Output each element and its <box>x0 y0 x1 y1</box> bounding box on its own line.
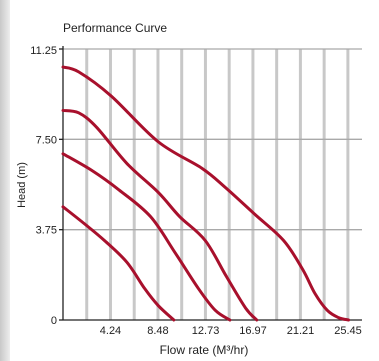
grid <box>63 48 362 320</box>
curve-1 <box>61 65 351 322</box>
chart-title: Performance Curve <box>63 21 168 35</box>
curve-4 <box>61 205 176 322</box>
y-tick-label: 3.75 <box>36 225 57 237</box>
curve-3 <box>61 152 232 322</box>
x-tick-label: 8.48 <box>147 325 168 337</box>
curve-2 <box>61 108 259 322</box>
left-edge-band <box>0 0 10 361</box>
x-tick-label: 12.73 <box>192 325 220 337</box>
x-tick-label: 16.97 <box>239 325 267 337</box>
tick-labels: 0 3.75 7.50 11.25 4.24 8.48 12.73 16.97 21.21 25.… <box>30 45 361 337</box>
y-tick-label: 7.50 <box>36 134 57 146</box>
axes <box>59 46 362 321</box>
x-axis-label: Flow rate (M³/hr) <box>159 343 249 357</box>
curves <box>61 65 351 322</box>
x-tick-label: 25.45 <box>334 325 362 337</box>
y-tick-label: 11.25 <box>30 45 57 57</box>
x-tick-label: 21.21 <box>287 325 315 337</box>
y-tick-label: 0 <box>51 315 57 327</box>
x-tick-label: 4.24 <box>100 325 121 337</box>
